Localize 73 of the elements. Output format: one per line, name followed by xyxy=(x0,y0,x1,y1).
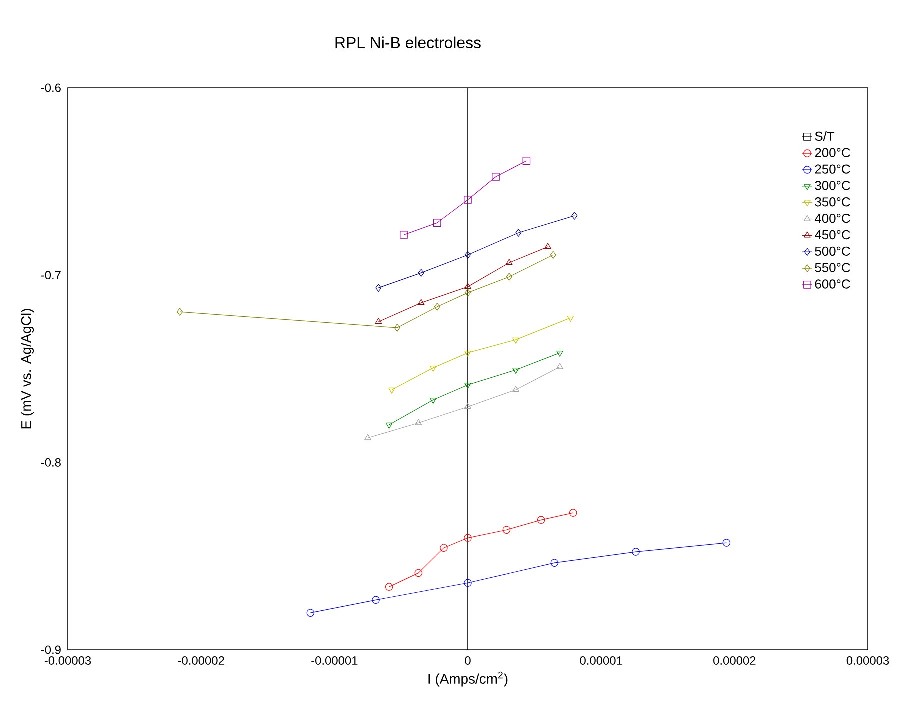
y-tick-label: -0.6 xyxy=(41,84,61,92)
x-tick-label: 0.00001 xyxy=(580,656,622,665)
point xyxy=(522,157,531,165)
point xyxy=(415,419,422,426)
point xyxy=(364,434,372,440)
point xyxy=(516,229,522,237)
point xyxy=(394,324,400,332)
point xyxy=(544,243,552,250)
point xyxy=(418,299,425,306)
legend-label: 250°C xyxy=(815,164,850,174)
point xyxy=(465,289,471,297)
legend-label: 200°C xyxy=(815,148,850,158)
point xyxy=(492,173,500,181)
point xyxy=(464,534,472,542)
legend-label: 550°C xyxy=(815,263,850,272)
point xyxy=(414,569,423,578)
chart-title: RPL Ni-B electroless xyxy=(336,36,481,48)
point xyxy=(506,273,512,281)
legend-label: 300°C xyxy=(815,181,850,190)
point xyxy=(537,516,546,524)
point xyxy=(372,596,380,604)
legend-label: 350°C xyxy=(815,198,850,207)
x-axis-title: I (Amps/cm$^{2}$) xyxy=(428,672,508,687)
point xyxy=(550,251,556,259)
point xyxy=(376,284,382,292)
point xyxy=(177,308,183,316)
legend-label: 450°C xyxy=(814,230,850,240)
point xyxy=(386,422,393,429)
point xyxy=(512,386,520,392)
point xyxy=(464,350,472,357)
point xyxy=(385,583,394,591)
point xyxy=(464,403,472,410)
point xyxy=(506,259,513,266)
point xyxy=(550,559,559,567)
y-tick-label: -0.8 xyxy=(41,458,61,467)
point xyxy=(722,539,731,547)
point xyxy=(400,231,408,239)
y-tick-label: -0.7 xyxy=(41,271,61,280)
point xyxy=(440,544,448,552)
point xyxy=(306,609,315,617)
x-tick-label: 0.00002 xyxy=(714,656,756,665)
point xyxy=(556,350,564,357)
legend-label: 400°C xyxy=(814,214,850,224)
legend-label: 500°C xyxy=(815,246,850,256)
point xyxy=(465,251,471,259)
point xyxy=(433,219,442,227)
point xyxy=(375,318,382,324)
x-tick-label: 0 xyxy=(465,656,471,665)
y-tick-label: -0.9 xyxy=(41,646,61,654)
point xyxy=(464,196,472,204)
point xyxy=(512,338,520,344)
point xyxy=(512,368,520,374)
point xyxy=(572,212,578,220)
point xyxy=(464,579,472,588)
point xyxy=(430,398,437,404)
point xyxy=(632,548,640,556)
legend-label: 600°C xyxy=(815,280,850,289)
x-tick-label: -0.00001 xyxy=(312,656,358,665)
point xyxy=(430,366,437,372)
x-tick-label: 0.00003 xyxy=(846,656,890,665)
point xyxy=(567,316,574,322)
y-axis-title: E (mV vs. Ag/AgCl) xyxy=(21,309,34,429)
point xyxy=(388,388,396,394)
point xyxy=(418,269,424,277)
x-tick-label: -0.00002 xyxy=(178,656,224,665)
legend-label: S/T xyxy=(815,132,835,142)
point xyxy=(434,303,440,311)
point xyxy=(502,526,511,534)
point xyxy=(556,363,564,370)
point xyxy=(569,509,578,517)
x-tick-label: -0.00003 xyxy=(44,656,92,665)
point xyxy=(464,383,472,389)
point xyxy=(464,283,472,290)
